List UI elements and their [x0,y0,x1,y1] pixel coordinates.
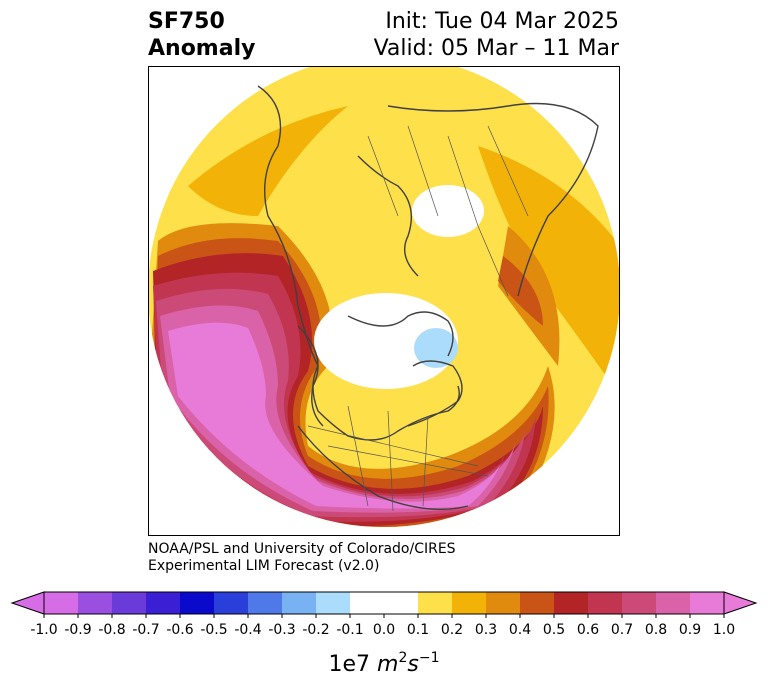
colorbar-tick-label: -0.7 [132,622,159,638]
colorbar-cell [656,592,691,614]
colorbar-tick-label: 0.3 [475,622,497,638]
colorbar-tick-label: -0.6 [166,622,193,638]
init-date: Init: Tue 04 Mar 2025 [385,9,619,34]
title-right: Init: Tue 04 Mar 2025 Valid: 05 Mar – 11… [374,8,619,62]
colorbar: -1.0 -0.9 -0.8 -0.7 -0.6 -0.5 -0.4 -0.3 -0.2 -0.1… [10,591,758,677]
colorbar-cells [10,591,758,615]
borders [307,125,529,512]
colorbar-extend-high [723,591,758,615]
colorbar-cell [622,592,657,614]
colorbar-tick-label: 0.8 [645,622,667,638]
colorbar-cell [690,592,725,614]
title-left: SF750 Anomaly [148,8,255,62]
colorbar-tick-label: 0.5 [543,622,565,638]
credit-line-1: NOAA/PSL and University of Colorado/CIRE… [148,541,456,557]
anomaly-map [148,66,620,536]
colorbar-label: 1e7 m2s−1 [329,650,440,677]
colorbar-tick-label: 0.1 [407,622,429,638]
credit: NOAA/PSL and University of Colorado/CIRE… [148,541,456,575]
colorbar-tick-label: 0.4 [509,622,531,638]
colorbar-tick-label: 0.7 [611,622,633,638]
colorbar-tick-label: 1.0 [713,622,735,638]
colorbar-tick-label: -1.0 [30,622,57,638]
colorbar-cell [214,592,249,614]
colorbar-cell [146,592,181,614]
colorbar-tick-label: -0.2 [302,622,329,638]
map-frame [148,66,620,536]
colorbar-cell [486,592,521,614]
colorbar-cell [554,592,589,614]
colorbar-tick-label: -0.3 [268,622,295,638]
colorbar-extend-low [10,591,45,615]
colorbar-cell [350,592,385,614]
colorbar-tick-label: -0.1 [336,622,363,638]
coastlines [257,85,599,510]
colorbar-cell [78,592,113,614]
colorbar-cell [44,592,79,614]
colorbar-tick-label: -0.9 [64,622,91,638]
colorbar-tick-label: 0.0 [373,622,395,638]
product-name: Anomaly [148,36,256,61]
credit-line-2: Experimental LIM Forecast (v2.0) [148,558,380,574]
colorbar-cell [282,592,317,614]
colorbar-cell [316,592,351,614]
colorbar-tick-label: 0.2 [441,622,463,638]
colorbar-cell [520,592,555,614]
valid-range: Valid: 05 Mar – 11 Mar [373,36,619,61]
colorbar-cell [418,592,453,614]
colorbar-cell [248,592,283,614]
colorbar-tick-label: -0.5 [200,622,227,638]
anomaly-field [148,66,620,527]
colorbar-tick-label: -0.4 [234,622,261,638]
colorbar-cell [180,592,215,614]
colorbar-ticks: -1.0 -0.9 -0.8 -0.7 -0.6 -0.5 -0.4 -0.3 -0.2 -0.1… [30,614,735,638]
colorbar-tick-label: 0.6 [577,622,599,638]
colorbar-cell [452,592,487,614]
colorbar-cell [112,592,147,614]
colorbar-tick-label: 0.9 [679,622,701,638]
colorbar-tick-label: -0.8 [98,622,125,638]
colorbar-cell [384,592,419,614]
variable-name: SF750 [148,9,225,34]
colorbar-cell [588,592,623,614]
